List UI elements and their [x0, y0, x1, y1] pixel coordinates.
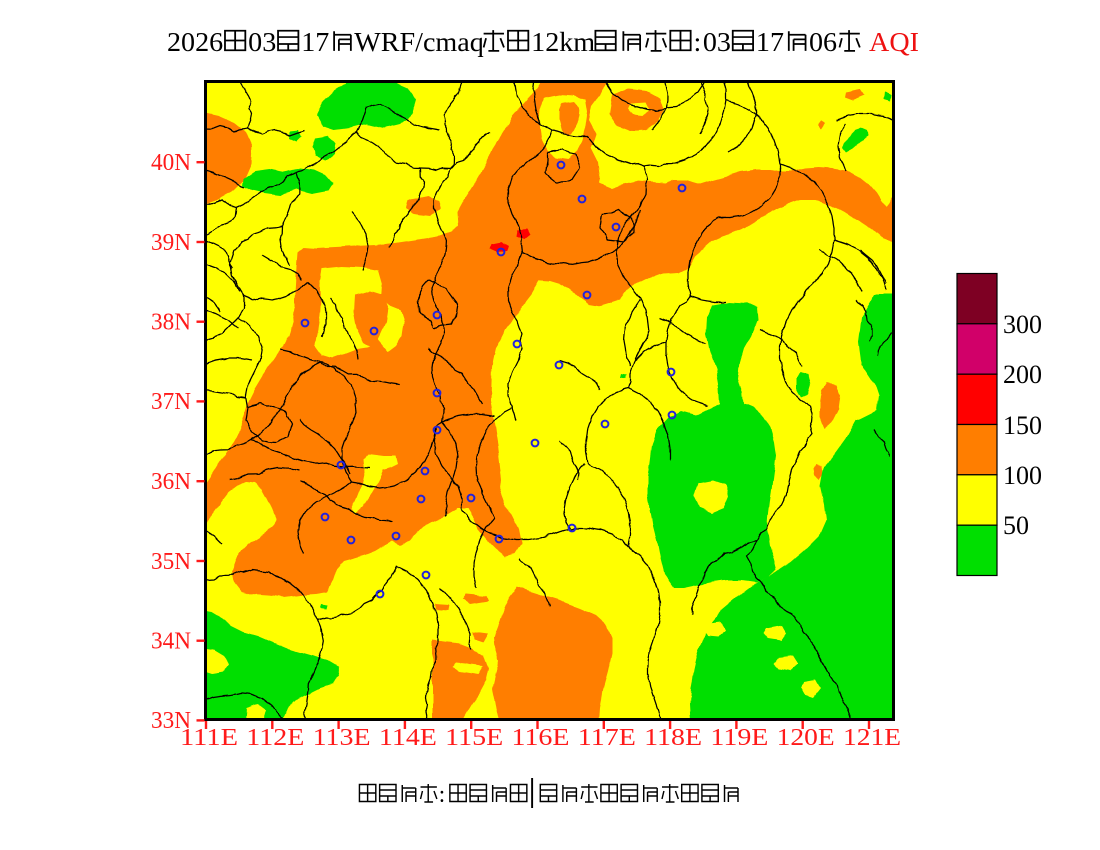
svg-text:17: 17 [756, 27, 784, 57]
svg-text:34N: 34N [151, 629, 191, 655]
svg-text:39N: 39N [151, 230, 191, 256]
svg-text:111E: 111E [180, 725, 238, 751]
svg-text:114E: 114E [379, 725, 437, 751]
svg-text:12km: 12km [531, 27, 595, 57]
svg-text:116E: 116E [512, 725, 570, 751]
svg-text:17: 17 [301, 27, 329, 57]
svg-text:40N: 40N [151, 150, 191, 176]
svg-text:36N: 36N [151, 469, 191, 495]
svg-text:119E: 119E [710, 725, 768, 751]
svg-text:120E: 120E [777, 725, 835, 751]
svg-text:100: 100 [1003, 461, 1042, 490]
svg-text:33N: 33N [151, 708, 191, 734]
svg-text:2026: 2026 [167, 27, 223, 57]
svg-text:35N: 35N [151, 549, 191, 575]
svg-text:112E: 112E [246, 725, 304, 751]
svg-text:WRF/cmaq: WRF/cmaq [354, 27, 484, 57]
svg-text:03: 03 [703, 27, 731, 57]
svg-text:117E: 117E [578, 725, 636, 751]
svg-text:37N: 37N [151, 389, 191, 415]
svg-text:150: 150 [1003, 411, 1042, 440]
svg-text:300: 300 [1003, 310, 1042, 339]
svg-text:06: 06 [809, 27, 837, 57]
svg-text::: : [693, 27, 701, 57]
svg-text::: : [439, 782, 445, 808]
svg-text:03: 03 [248, 27, 276, 57]
svg-text:38N: 38N [151, 310, 191, 336]
svg-text:50: 50 [1003, 511, 1029, 540]
svg-text:AQI: AQI [862, 27, 919, 57]
svg-text:115E: 115E [445, 725, 503, 751]
svg-text:113E: 113E [313, 725, 371, 751]
svg-text:118E: 118E [644, 725, 702, 751]
svg-text:121E: 121E [843, 725, 901, 751]
svg-text:200: 200 [1003, 360, 1042, 389]
